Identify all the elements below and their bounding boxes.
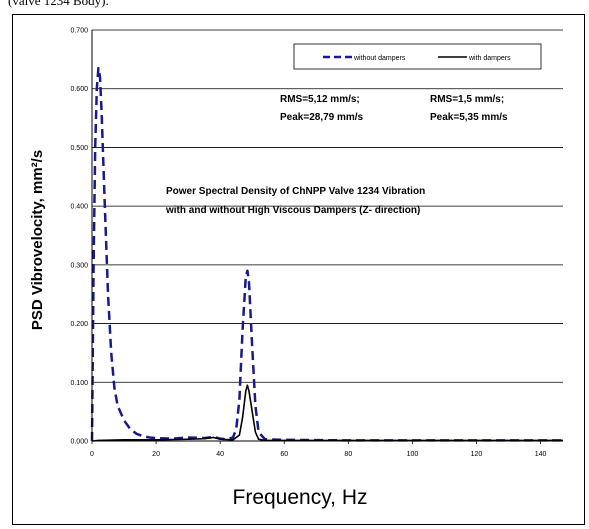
series-line-with-dampers [91,384,563,442]
y-axis-label: PSD Vibrovelocity, mm²/s [29,150,46,330]
y-tick-label: 0.700 [70,28,88,35]
chart-title-line-2: with and without High Viscous Dampers (Z… [165,205,420,216]
x-tick-labels: 0 20 40 60 80 100 120 140 [90,441,547,458]
annotation-peak-without: Peak=28,79 mm/s [280,112,364,123]
x-axis-label: Frequency, Hz [233,486,368,509]
y-tick-labels: 0.000 0.100 0.200 0.300 0.400 0.500 0.600 0.700 [70,28,88,446]
gridlines [92,29,563,383]
legend-label-without-dampers: without dampers [353,55,406,62]
y-tick-label: 0.500 [70,145,88,152]
annotation-rms-with: RMS=1,5 mm/s; [430,94,504,105]
annotation-rms-without: RMS=5,12 mm/s; [280,94,360,105]
x-tick-label: 20 [152,451,160,458]
x-tick-label: 0 [90,451,94,458]
y-tick-label: 0.200 [70,321,88,328]
x-tick-label: 80 [344,451,352,458]
y-tick-label: 0.000 [70,439,88,446]
x-tick-label: 140 [535,451,547,458]
x-tick-label: 120 [471,451,483,458]
x-tick-label: 100 [407,451,419,458]
legend-box [293,43,542,70]
y-tick-label: 0.300 [70,262,88,269]
y-tick-label: 0.100 [70,380,88,387]
series-lines [90,66,563,442]
legend: without dampers with dampers [293,43,542,70]
x-tick-label: 60 [280,451,288,458]
caption-fragment: (valve 1234 Body). [8,0,109,8]
chart-title-line-1: Power Spectral Density of ChNPP Valve 12… [166,186,425,197]
y-tick-label: 0.400 [70,204,88,211]
annotation-peak-with: Peak=5,35 mm/s [430,112,508,123]
legend-label-with-dampers: with dampers [468,55,511,62]
x-tick-label: 40 [216,451,224,458]
y-tick-label: 0.600 [70,86,88,93]
series-line-without-dampers [90,66,563,442]
figure-frame [12,14,585,525]
